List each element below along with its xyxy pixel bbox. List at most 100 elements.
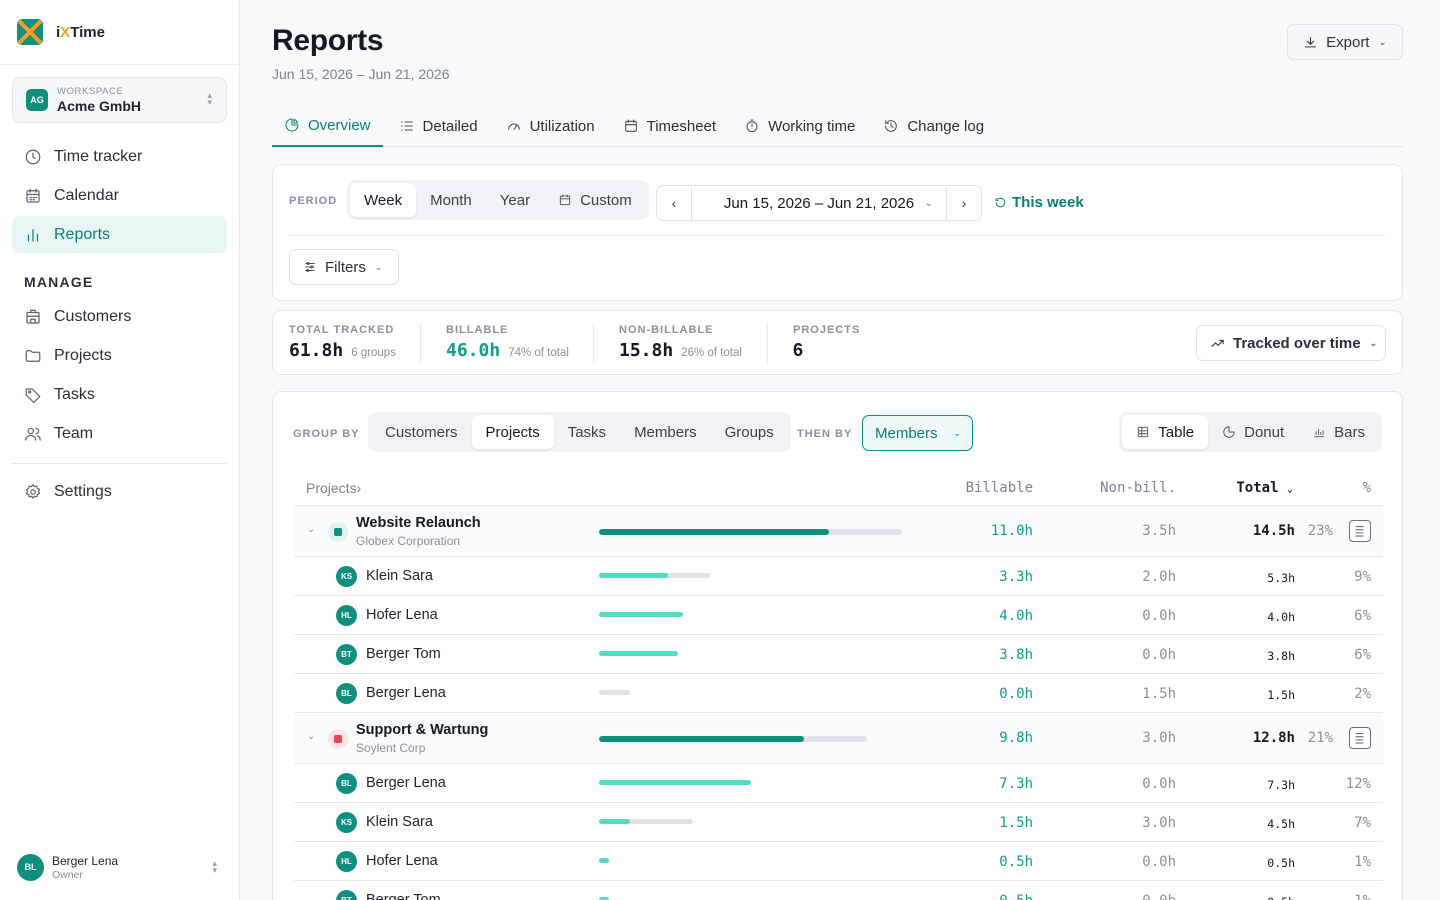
table-row-member[interactable]: BL Berger Lena 7.3h 0.0h 7.3h 12%: [294, 764, 1383, 803]
period-year[interactable]: Year: [499, 191, 531, 209]
nav-item-settings[interactable]: Settings: [12, 473, 227, 510]
nav-item-customers[interactable]: Customers: [12, 298, 227, 335]
this-week-button[interactable]: This week: [994, 194, 1084, 211]
date-range-picker[interactable]: Jun 15, 2026 – Jun 21, 2026 ⌄: [691, 186, 947, 220]
member-time-bar: [599, 690, 630, 695]
avatar: BL: [336, 683, 357, 704]
date-range-text: Jun 15, 2026 – Jun 21, 2026: [723, 194, 915, 212]
app-logo[interactable]: iXTime: [0, 0, 239, 65]
billable-fill: [599, 858, 609, 863]
member-name: Klein Sara: [366, 568, 433, 584]
summary-stats: TOTAL TRACKED 61.8h 6 groups BILLABLE 46.…: [272, 310, 1403, 375]
group-by-customers[interactable]: Customers: [385, 423, 458, 441]
total-value: 5.3h: [1267, 571, 1295, 585]
billable-fill: [599, 573, 669, 578]
user-role: Owner: [52, 868, 83, 881]
period-week[interactable]: Week: [350, 183, 417, 217]
percent-value: 1%: [1354, 854, 1371, 870]
project-name: Website Relaunch: [356, 515, 481, 531]
reset-icon: [995, 197, 1006, 208]
table-row-project[interactable]: ⌄ Website Relaunch Globex Corporation 11.0h…: [294, 506, 1383, 557]
nav-label: Customers: [54, 307, 132, 325]
nav-item-time-tracker[interactable]: Time tracker: [12, 138, 227, 175]
user-menu[interactable]: BL Berger Lena Owner ▴ ▾: [17, 852, 227, 882]
member-time-bar: [599, 858, 609, 863]
export-button[interactable]: Export ⌄: [1287, 24, 1403, 60]
nav-label: Calendar: [54, 186, 119, 204]
period-custom[interactable]: Custom: [544, 183, 646, 217]
group-by-groups[interactable]: Groups: [724, 423, 774, 441]
chevron-down-icon[interactable]: ⌄: [307, 524, 316, 535]
app-name: iXTime: [56, 23, 105, 41]
details-list-icon[interactable]: [1349, 520, 1371, 542]
next-period-button[interactable]: ›: [947, 186, 981, 220]
table-header: Projects› Billable Non-bill. Total ⌄ %: [294, 472, 1383, 506]
table-row-project[interactable]: ⌄ Support & Wartung Soylent Corp 9.8h 3.0h 12…: [294, 713, 1383, 764]
total-value: 4.0h: [1267, 610, 1295, 624]
chevron-down-icon: ⌄: [374, 261, 383, 272]
divider: [767, 323, 768, 363]
column-header-total[interactable]: Total ⌄: [1236, 480, 1293, 496]
table-row-member[interactable]: BT Berger Tom 3.8h 0.0h 3.8h 6%: [294, 635, 1383, 674]
tab-change-log[interactable]: Change log: [871, 105, 996, 147]
table-row-member[interactable]: HL Hofer Lena 4.0h 0.0h 4.0h 6%: [294, 596, 1383, 635]
group-by-members[interactable]: Members: [634, 423, 697, 441]
billable-value: 11.0h: [990, 523, 1033, 539]
member-time-bar: [599, 573, 710, 578]
table-row-member[interactable]: KS Klein Sara 3.3h 2.0h 5.3h 9%: [294, 557, 1383, 596]
nav-item-projects[interactable]: Projects: [12, 337, 227, 374]
tag-icon: [25, 387, 41, 403]
non-billable-value: 3.0h: [1142, 730, 1176, 746]
tab-utilization[interactable]: Utilization: [494, 105, 607, 147]
workspace-name: Acme GmbH: [57, 98, 142, 114]
view-table[interactable]: Table: [1122, 415, 1209, 449]
column-header-projects[interactable]: Projects›: [306, 480, 362, 496]
nav-item-calendar[interactable]: Calendar: [12, 177, 227, 214]
chevron-updown-icon: ▴ ▾: [207, 90, 212, 107]
billable-fill: [599, 612, 683, 617]
then-by-select[interactable]: Members ⌄: [862, 415, 973, 451]
member-name: Berger Lena: [366, 685, 446, 701]
table-row-member[interactable]: BT Berger Tom 0.5h 0.0h 0.5h 1%: [294, 881, 1383, 900]
non-billable-value: 3.5h: [1142, 523, 1176, 539]
user-name: Berger Lena: [52, 853, 119, 868]
tab-timesheet[interactable]: Timesheet: [611, 105, 728, 147]
filters-label: Filters: [325, 258, 366, 276]
filters-button[interactable]: Filters ⌄: [289, 249, 399, 285]
view-bars[interactable]: Bars: [1298, 415, 1379, 449]
total-value: 7.3h: [1267, 778, 1295, 792]
workspace-switcher[interactable]: AG WORKSPACE Acme GmbH ▴ ▾: [12, 77, 227, 123]
table-row-member[interactable]: HL Hofer Lena 0.5h 0.0h 0.5h 1%: [294, 842, 1383, 881]
group-by-projects[interactable]: Projects: [471, 415, 554, 449]
column-header-percent[interactable]: %: [1362, 480, 1371, 496]
stat-total-tracked: TOTAL TRACKED 61.8h 6 groups: [289, 324, 396, 361]
workspace-avatar: AG: [26, 89, 48, 111]
tracked-over-time-button[interactable]: Tracked over time ⌄: [1196, 325, 1386, 361]
building-icon: [26, 309, 40, 324]
column-header-non-billable[interactable]: Non-bill.: [1100, 480, 1176, 496]
table-row-member[interactable]: BL Berger Lena 0.0h 1.5h 1.5h 2%: [294, 674, 1383, 713]
tab-working-time[interactable]: Working time: [732, 105, 867, 147]
tab-label: Utilization: [529, 117, 595, 135]
total-value: 3.8h: [1267, 649, 1295, 663]
group-by-tasks[interactable]: Tasks: [567, 423, 607, 441]
period-card: PERIOD Week Month Year Custom ‹ Jun 15, …: [272, 164, 1403, 301]
non-billable-value: 0.0h: [1142, 893, 1176, 900]
pie-chart-icon: [1223, 426, 1235, 438]
previous-period-button[interactable]: ‹: [657, 186, 691, 220]
table-row-member[interactable]: KS Klein Sara 1.5h 3.0h 4.5h 7%: [294, 803, 1383, 842]
nav-item-team[interactable]: Team: [12, 415, 227, 452]
nav-item-reports[interactable]: Reports: [12, 216, 227, 253]
view-donut[interactable]: Donut: [1208, 415, 1298, 449]
chevron-down-icon: ⌄: [1378, 36, 1387, 48]
nav-item-tasks[interactable]: Tasks: [12, 376, 227, 413]
column-header-billable[interactable]: Billable: [965, 480, 1033, 496]
nav-label: Team: [54, 424, 94, 442]
details-list-icon[interactable]: [1349, 727, 1371, 749]
tab-detailed[interactable]: Detailed: [387, 105, 490, 147]
tab-overview[interactable]: Overview: [272, 105, 383, 147]
percent-value: 6%: [1354, 608, 1371, 624]
project-customer: Globex Corporation: [356, 534, 461, 548]
period-month[interactable]: Month: [430, 191, 472, 209]
chevron-down-icon[interactable]: ⌄: [307, 731, 316, 742]
